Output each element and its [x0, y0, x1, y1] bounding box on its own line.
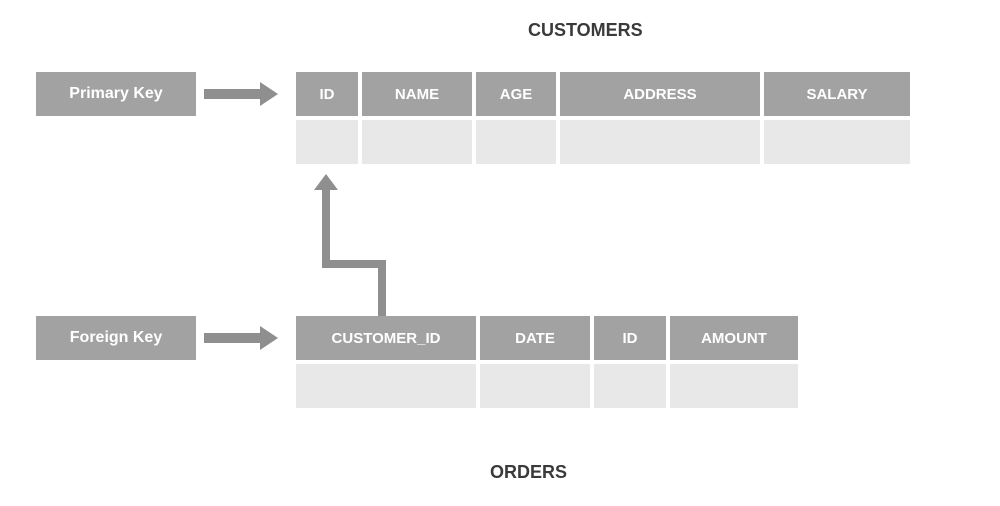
table-header-row: CUSTOMER_IDDATEIDAMOUNT: [296, 316, 798, 360]
column-header: AGE: [476, 72, 556, 116]
column-header: SALARY: [764, 72, 910, 116]
column-header: DATE: [480, 316, 590, 360]
arrow-head-icon: [260, 82, 278, 106]
table-row: [296, 364, 798, 408]
table-cell: [296, 120, 358, 164]
arrow-head-icon: [260, 326, 278, 350]
column-header: CUSTOMER_ID: [296, 316, 476, 360]
foreign-key-label: Foreign Key: [36, 316, 196, 360]
table-cell: [476, 120, 556, 164]
table-cell: [594, 364, 666, 408]
column-header: ID: [296, 72, 358, 116]
primary-key-label-text: Primary Key: [69, 85, 162, 103]
orders-table: CUSTOMER_IDDATEIDAMOUNT: [296, 316, 798, 412]
foreign-key-arrow: [204, 326, 278, 350]
table-cell: [480, 364, 590, 408]
foreign-key-label-text: Foreign Key: [70, 329, 162, 347]
arrow-shaft: [204, 333, 260, 343]
arrow-shaft: [204, 89, 260, 99]
orders-title: ORDERS: [490, 462, 567, 483]
table-row: [296, 120, 910, 164]
column-header: ADDRESS: [560, 72, 760, 116]
table-cell: [764, 120, 910, 164]
column-header: AMOUNT: [670, 316, 798, 360]
customers-table: IDNAMEAGEADDRESSSALARY: [296, 72, 910, 168]
primary-key-arrow: [204, 82, 278, 106]
column-header: ID: [594, 316, 666, 360]
table-cell: [670, 364, 798, 408]
column-header: NAME: [362, 72, 472, 116]
table-cell: [362, 120, 472, 164]
table-cell: [296, 364, 476, 408]
table-cell: [560, 120, 760, 164]
table-header-row: IDNAMEAGEADDRESSSALARY: [296, 72, 910, 116]
primary-key-label: Primary Key: [36, 72, 196, 116]
customers-title: CUSTOMERS: [528, 20, 643, 41]
